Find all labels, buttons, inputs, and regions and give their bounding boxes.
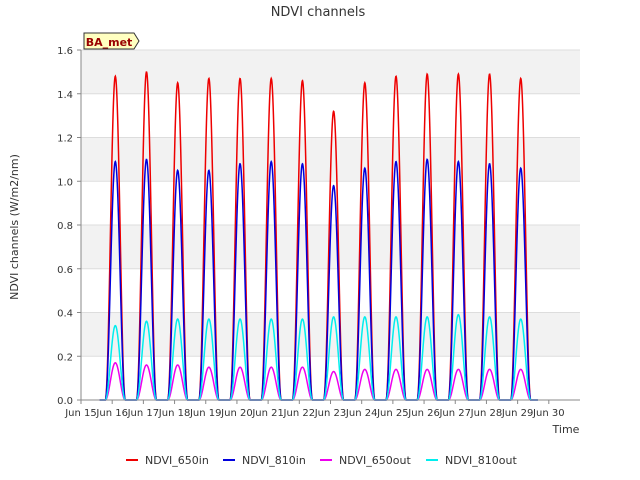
- legend-label-ndvi_650in: NDVI_650in: [145, 454, 209, 467]
- x-tick-label: Jun 26: [407, 408, 440, 419]
- x-tick-label: Jun 20: [220, 408, 253, 419]
- x-tick-label: Jun 27: [438, 408, 471, 419]
- x-axis-label: Time: [552, 423, 580, 436]
- site-badge-box: [83, 32, 140, 50]
- x-tick-label: Jun 23: [314, 408, 347, 419]
- y-tick-label: 0.4: [57, 309, 73, 320]
- x-tick-label: Jun 28: [470, 408, 503, 419]
- y-tick-label: 0.0: [57, 396, 73, 407]
- plot-band: [81, 50, 580, 94]
- x-tick-label: Jun 21: [251, 408, 284, 419]
- x-axis-ticks: Jun 15 Jun 16 Jun 17 Jun 18 Jun 19 Jun 20 Jun …: [64, 400, 565, 419]
- site-badge: BA_met: [83, 32, 140, 50]
- legend-label-ndvi_810in: NDVI_810in: [242, 454, 306, 467]
- x-tick-label: Jun 29: [501, 408, 534, 419]
- x-tick-label: Jun 15: [64, 408, 97, 419]
- x-tick-label: Jun 18: [158, 408, 191, 419]
- x-tick-label: Jun 25: [376, 408, 409, 419]
- y-tick-label: 0.2: [57, 352, 73, 363]
- x-tick-label: Jun 16: [95, 408, 128, 419]
- y-tick-label: 0.6: [57, 265, 73, 276]
- x-tick-label: Jun 17: [127, 408, 160, 419]
- y-axis-ticks: 0.0 0.2 0.4 0.6 0.8 1.0 1.2 1.4 1.6: [57, 46, 81, 407]
- legend: NDVI_650in NDVI_810in NDVI_650out NDVI_810o…: [126, 454, 517, 467]
- y-tick-label: 1.0: [57, 177, 73, 188]
- y-tick-label: 1.6: [57, 46, 73, 57]
- x-tick-label: Jun 24: [345, 408, 378, 419]
- legend-label-ndvi_650out: NDVI_650out: [339, 454, 411, 467]
- y-tick-label: 0.8: [57, 221, 73, 232]
- y-tick-label: 1.4: [57, 90, 73, 101]
- y-tick-label: 1.2: [57, 134, 73, 145]
- site-badge-label: BA_met: [86, 36, 133, 49]
- x-tick-label: Jun 30: [532, 408, 565, 419]
- y-axis-label: NDVI channels (W/m2/nm): [8, 154, 21, 300]
- gridlines: [81, 49, 580, 401]
- x-tick-label: Jun 22: [283, 408, 316, 419]
- x-tick-label: Jun 19: [189, 408, 222, 419]
- chart-title: NDVI channels: [271, 5, 366, 20]
- legend-label-ndvi_810out: NDVI_810out: [445, 454, 517, 467]
